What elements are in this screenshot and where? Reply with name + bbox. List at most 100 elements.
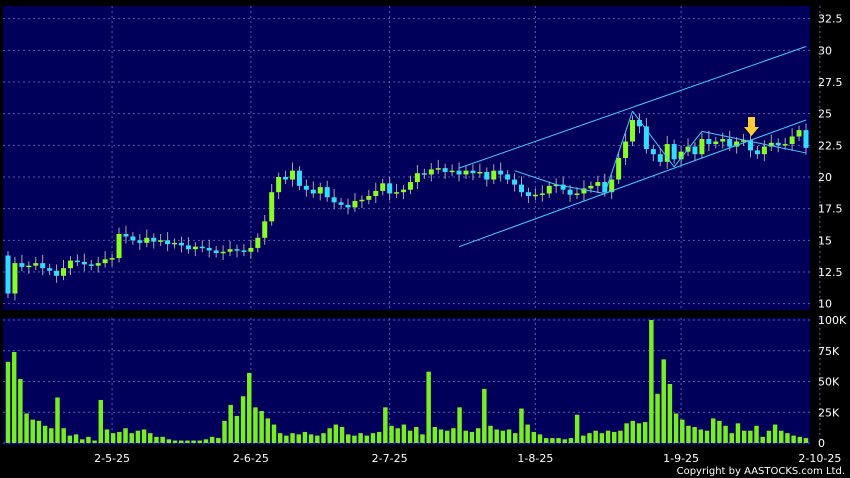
volume-bar <box>457 407 462 443</box>
candle-body <box>144 237 150 243</box>
candle-body <box>262 221 268 238</box>
candle-body <box>151 237 157 242</box>
volume-bar <box>191 440 196 443</box>
volume-bar <box>729 433 734 443</box>
volume-bar <box>754 425 759 443</box>
volume-bar <box>240 396 246 443</box>
candle-body <box>5 255 11 294</box>
volume-bar <box>605 430 611 443</box>
candle-body <box>477 171 483 174</box>
volume-bar <box>543 438 549 443</box>
candle-body <box>602 182 608 193</box>
candle-body <box>616 158 622 180</box>
volume-bar <box>444 430 450 443</box>
candle-body <box>290 170 296 180</box>
candle-body <box>338 202 344 205</box>
volume-bar <box>432 427 438 443</box>
date-tick-label: 1-8-25 <box>517 452 553 465</box>
price-tick-label: 30 <box>818 44 832 57</box>
price-tick-label: 12.5 <box>818 266 843 279</box>
candle-body <box>512 179 518 185</box>
volume-bar <box>618 430 623 443</box>
volume-bar <box>73 434 79 443</box>
candle-body <box>782 144 788 146</box>
candle-body <box>484 171 490 180</box>
volume-bar <box>333 424 339 443</box>
volume-tick-label: 50K <box>818 376 840 389</box>
candle-body <box>352 201 358 208</box>
candle-body <box>310 189 316 194</box>
volume-bar <box>42 425 48 443</box>
candle-body <box>116 234 122 259</box>
date-tick-label: 1-9-25 <box>663 452 699 465</box>
volume-bar <box>519 408 524 443</box>
candle-body <box>317 187 323 194</box>
candle-body <box>470 170 476 174</box>
volume-bar <box>513 433 518 443</box>
volume-bar <box>426 371 431 443</box>
candle-body <box>137 240 143 243</box>
candle-body <box>796 130 802 137</box>
candle-body <box>178 242 184 246</box>
candle-body <box>692 146 698 155</box>
candle-body <box>657 154 663 162</box>
candle-body <box>331 197 337 203</box>
trendline <box>632 110 675 168</box>
candle-body <box>165 240 171 245</box>
candle-body <box>54 270 60 276</box>
candle-body <box>303 185 309 190</box>
candle-body <box>47 268 53 271</box>
volume-bar <box>265 418 271 443</box>
candle-body <box>255 237 261 248</box>
price-tick-label: 15 <box>818 234 832 247</box>
volume-bar <box>531 431 537 443</box>
volume-bar <box>414 427 419 443</box>
volume-bar <box>686 425 691 443</box>
volume-bar <box>581 435 586 443</box>
candle-body <box>123 234 129 237</box>
candle-body <box>283 177 289 180</box>
volume-tick-label: 25K <box>818 406 840 419</box>
candle-body <box>498 170 504 175</box>
volume-bar <box>475 428 481 443</box>
volume-bar <box>55 397 60 443</box>
copyright-text: Copyright by AASTOCKS.com Ltd. <box>677 466 845 477</box>
volume-bar <box>86 436 91 443</box>
candle-body <box>532 194 538 197</box>
candle-body <box>803 130 809 148</box>
candle-body <box>706 139 712 145</box>
candle-body <box>539 193 545 195</box>
volume-bar <box>488 425 493 443</box>
volume-bar <box>451 428 456 443</box>
price-tick-label: 22.5 <box>818 139 843 152</box>
candle-body <box>366 196 372 200</box>
volume-bar <box>680 419 685 443</box>
volume-tick-label: 0 <box>818 437 825 450</box>
volume-bar <box>735 423 741 443</box>
volume-bar <box>494 429 499 443</box>
volume-bar <box>482 388 487 443</box>
volume-bar <box>296 434 301 443</box>
volume-bar <box>364 435 370 443</box>
price-tick-label: 17.5 <box>818 203 843 216</box>
volume-bar <box>748 430 753 443</box>
candle-body <box>713 141 719 145</box>
price-tick-label: 20 <box>818 171 832 184</box>
candle-body <box>518 184 524 193</box>
volume-bar <box>376 431 382 443</box>
candle-body <box>206 247 212 251</box>
volume-bar <box>667 383 673 443</box>
volume-bar <box>247 372 252 443</box>
down-arrow-icon <box>744 117 759 136</box>
volume-bar <box>797 436 803 443</box>
candle-body <box>428 169 434 175</box>
candle-body <box>213 250 219 253</box>
price-panel <box>3 6 810 310</box>
candle-body <box>12 263 18 294</box>
volume-bar <box>803 438 809 443</box>
candle-body <box>401 189 407 193</box>
candle-body <box>574 193 580 195</box>
volume-bar <box>500 430 506 443</box>
candle-body <box>588 185 594 189</box>
